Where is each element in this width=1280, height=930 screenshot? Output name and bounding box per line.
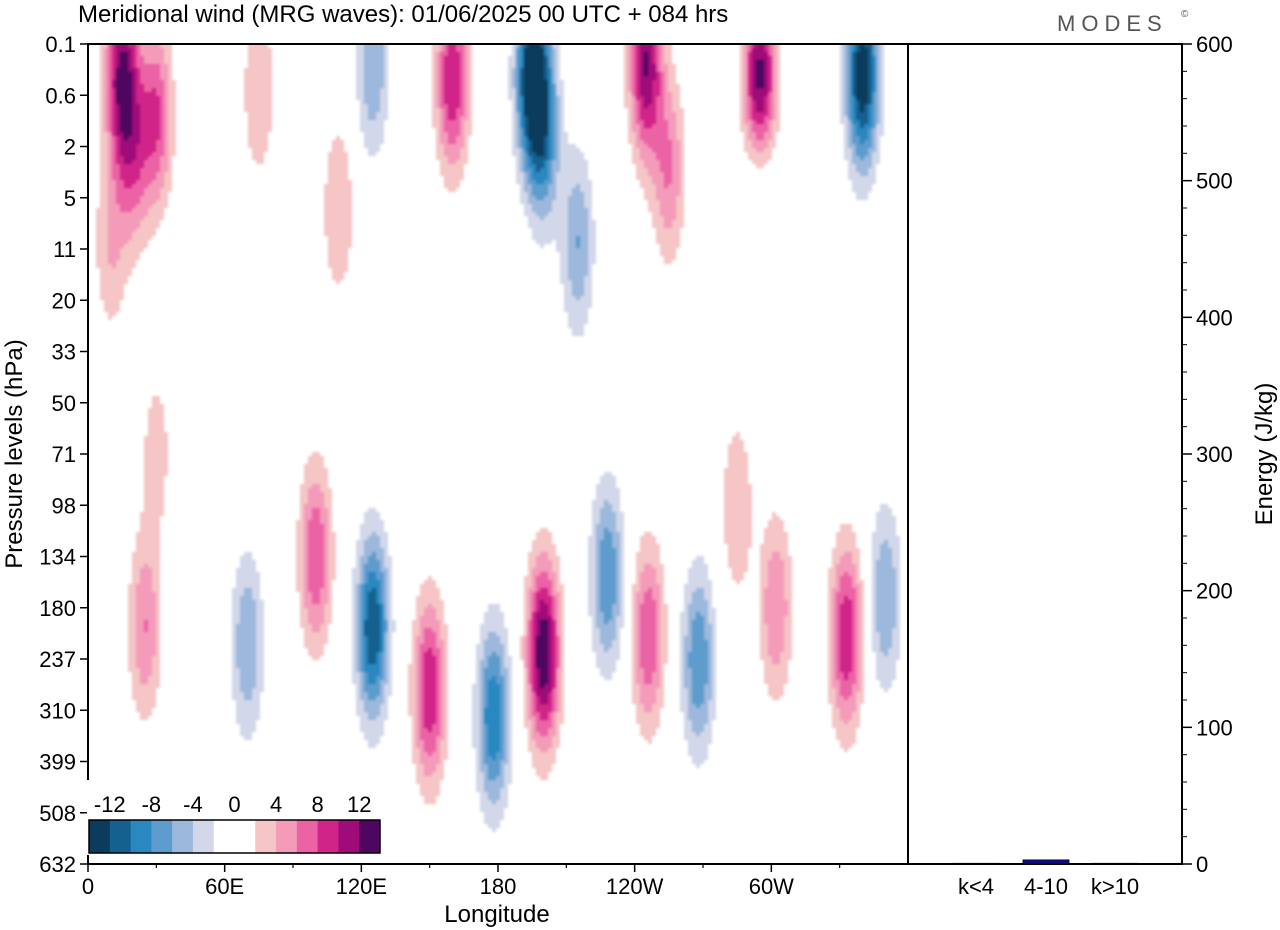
- colorbar-swatch: [89, 820, 111, 853]
- logo-mark: ©: [1181, 9, 1189, 20]
- colorbar-swatch: [317, 820, 339, 853]
- longitude-axis: 0 60E 120E 180 120W 60W: [82, 864, 841, 899]
- colorbar-swatch: [359, 820, 381, 853]
- heatmap-panel: [88, 44, 908, 864]
- chart-title: Meridional wind (MRG waves): 01/06/2025 …: [78, 1, 728, 28]
- y-tick-label: 50: [52, 391, 76, 416]
- energy-bar: [952, 862, 1000, 865]
- colorbar-swatch: [109, 820, 132, 853]
- colorbar-swatch: [276, 820, 298, 853]
- x-tick-label: 0: [82, 874, 94, 899]
- colorbar-label: -8: [142, 792, 162, 817]
- colorbar: -12 -8 -4 0 4 8 12: [87, 780, 382, 855]
- energy-bars: k<4 4-10 k>10: [952, 859, 1139, 899]
- x-tick-label: 120E: [336, 874, 387, 899]
- y-tick-label: 0.1: [45, 32, 76, 57]
- y-tick-label: 632: [39, 852, 76, 877]
- colorbar-swatch: [192, 820, 215, 853]
- colorbar-label: 0: [228, 792, 240, 817]
- pressure-axis: 0.1 0.6 2 5 11 20 33 50 71 98 134 180 237 310 399 508 63…: [39, 32, 88, 877]
- energy-tick-label: 500: [1196, 169, 1233, 194]
- energy-category-label: k>10: [1091, 874, 1139, 899]
- x-tick-label: 60E: [205, 874, 244, 899]
- colorbar-label: 4: [270, 792, 282, 817]
- energy-axis-label: Energy (J/kg): [1251, 383, 1278, 526]
- energy-tick-label: 300: [1196, 442, 1233, 467]
- colorbar-label: 8: [312, 792, 324, 817]
- modes-logo: MODES: [1057, 11, 1168, 36]
- x-tick-label: 120W: [606, 874, 664, 899]
- energy-tick-label: 200: [1196, 579, 1233, 604]
- colorbar-label: -4: [183, 792, 203, 817]
- x-tick-label: 60W: [749, 874, 794, 899]
- x-tick-label: 180: [480, 874, 517, 899]
- colorbar-swatch: [296, 820, 319, 853]
- y-tick-label: 11: [53, 237, 76, 262]
- y-tick-label: 98: [52, 493, 76, 518]
- y-axis-label: Pressure levels (hPa): [1, 339, 28, 568]
- y-tick-label: 237: [39, 647, 76, 672]
- y-tick-label: 508: [39, 801, 76, 826]
- y-tick-label: 33: [52, 340, 76, 365]
- energy-bar: [1022, 859, 1070, 865]
- energy-bar: [1091, 862, 1139, 865]
- y-tick-label: 180: [39, 596, 76, 621]
- x-axis-label: Longitude: [444, 901, 549, 928]
- colorbar-swatch: [172, 820, 194, 853]
- colorbar-swatch: [234, 820, 256, 853]
- energy-category-label: 4-10: [1024, 874, 1068, 899]
- colorbar-swatch: [130, 820, 152, 853]
- energy-tick-label: 400: [1196, 305, 1233, 330]
- colorbar-swatch: [338, 820, 360, 853]
- colorbar-swatch: [151, 820, 173, 853]
- y-tick-label: 2: [64, 135, 76, 160]
- energy-panel-frame: [907, 43, 1183, 865]
- y-tick-label: 20: [52, 288, 76, 313]
- colorbar-swatch: [213, 820, 235, 853]
- y-tick-label: 71: [52, 442, 76, 467]
- colorbar-swatch: [255, 820, 277, 853]
- colorbar-label: 12: [347, 792, 371, 817]
- colorbar-label: -12: [94, 792, 126, 817]
- y-tick-label: 5: [64, 186, 76, 211]
- y-tick-label: 134: [39, 545, 76, 570]
- energy-tick-label: 600: [1196, 32, 1233, 57]
- y-tick-label: 310: [39, 698, 76, 723]
- heatmap-field: [88, 44, 908, 864]
- energy-tick-label: 0: [1196, 852, 1208, 877]
- energy-axis: 0 100 200 300 400 500 600: [1182, 32, 1233, 877]
- y-tick-label: 0.6: [45, 83, 76, 108]
- colorbar-frame: [88, 819, 381, 854]
- energy-tick-label: 100: [1196, 715, 1233, 740]
- y-tick-label: 399: [39, 750, 76, 775]
- energy-category-label: k<4: [958, 874, 994, 899]
